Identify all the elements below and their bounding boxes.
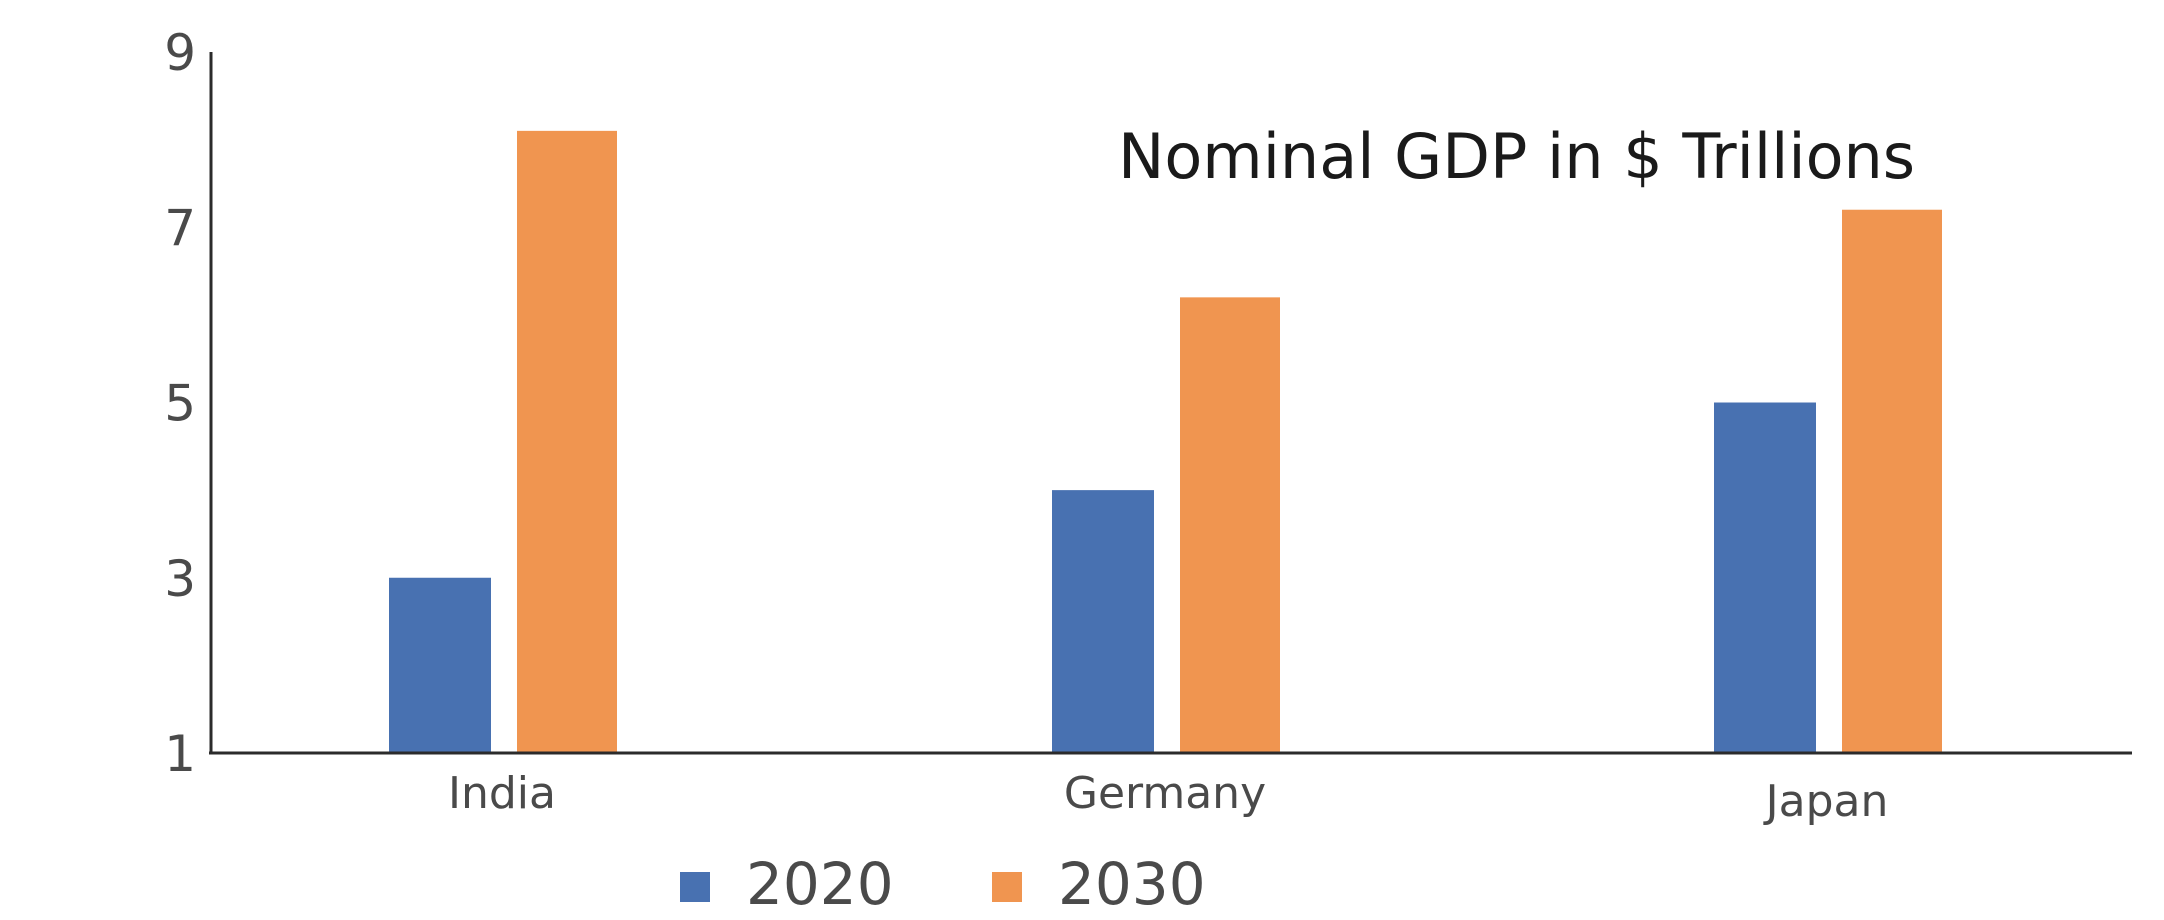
bar-2020-germany bbox=[1052, 490, 1154, 753]
y-tick-label: 5 bbox=[164, 375, 196, 433]
x-tick-label-japan: Japan bbox=[1763, 776, 1889, 827]
legend-swatch-2020 bbox=[680, 872, 710, 902]
y-tick-label: 7 bbox=[164, 199, 196, 257]
legend-label-2020: 2020 bbox=[746, 850, 894, 918]
x-axis-labels: India Germany Japan bbox=[448, 768, 1888, 827]
x-tick-label-germany: Germany bbox=[1064, 768, 1266, 819]
bars-layer bbox=[389, 130, 1942, 754]
bar-2020-japan bbox=[1714, 402, 1816, 753]
bar-2030-germany bbox=[1180, 297, 1280, 753]
x-tick-label-india: India bbox=[448, 768, 556, 819]
bar-2020-india bbox=[389, 577, 491, 753]
bar-2030-india bbox=[517, 130, 617, 754]
y-tick-label: 1 bbox=[164, 725, 196, 783]
y-tick-label: 3 bbox=[164, 550, 196, 608]
chart-title: Nominal GDP in $ Trillions bbox=[1118, 120, 1915, 193]
legend-swatch-2030 bbox=[992, 872, 1022, 902]
legend: 2020 2030 bbox=[680, 850, 1206, 918]
bar-2030-japan bbox=[1842, 209, 1942, 754]
legend-label-2030: 2030 bbox=[1058, 850, 1206, 918]
y-axis-ticks: 1 3 5 7 9 bbox=[164, 24, 196, 783]
y-tick-label: 9 bbox=[164, 24, 196, 82]
